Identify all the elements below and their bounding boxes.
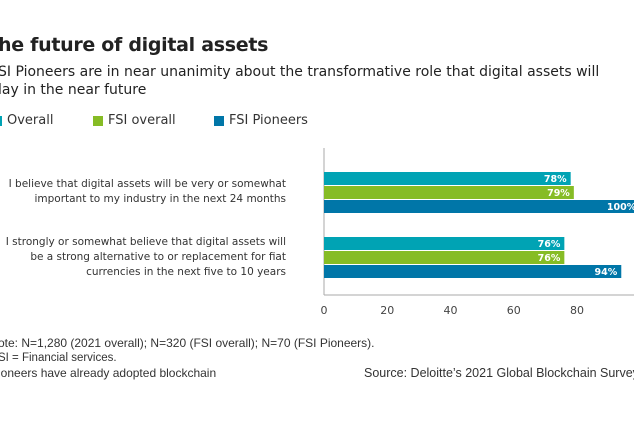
- category-label-line: be a strong alternative to or replacemen…: [30, 251, 286, 263]
- source-note: Source: Deloitte’s 2021 Global Blockchai…: [364, 366, 634, 380]
- chart-title: he future of digital assets: [0, 34, 269, 56]
- x-tick-label: 20: [380, 304, 394, 317]
- chart-subtitle-line-1: SI Pioneers are in near unanimity about …: [0, 64, 600, 80]
- category-label-line: I believe that digital assets will be ve…: [8, 178, 286, 190]
- x-tick-label: 40: [444, 304, 458, 317]
- bar-fsi-pioneers: [324, 265, 622, 278]
- category-label-2: I strongly or somewhat believe that digi…: [6, 235, 286, 280]
- bar-overall: [324, 237, 565, 250]
- x-tick-label: 0: [321, 304, 328, 317]
- data-label: 94%: [595, 267, 618, 278]
- bar-fsi-overall: [324, 251, 565, 264]
- note-line-3: ioneers have already adopted blockchain: [0, 366, 217, 380]
- category-label-line: I strongly or somewhat believe that digi…: [5, 236, 286, 248]
- bar-fsi-overall: [324, 186, 574, 199]
- legend-swatch: [214, 115, 224, 126]
- legend-label: FSI Pioneers: [229, 113, 308, 128]
- data-label: 78%: [544, 174, 567, 185]
- data-label: 76%: [538, 253, 561, 264]
- category-label-line: important to my industry in the next 24 …: [34, 193, 286, 205]
- legend-swatch: [0, 115, 2, 126]
- chart-subtitle-line-2: lay in the near future: [0, 82, 147, 98]
- legend-label: Overall: [7, 113, 54, 128]
- legend-swatch: [93, 115, 103, 126]
- bar-fsi-pioneers: [324, 200, 634, 213]
- data-label: 100%: [607, 202, 634, 213]
- data-label: 76%: [538, 239, 561, 250]
- bar-overall: [324, 172, 571, 185]
- note-line-2: SI = Financial services.: [0, 352, 117, 364]
- legend-item-fsi-pioneers: FSI Pioneers: [214, 113, 308, 128]
- x-tick-label: 80: [570, 304, 584, 317]
- category-label-line: currencies in the next five to 10 years: [86, 266, 286, 278]
- legend-item-fsi-overall: FSI overall: [93, 113, 176, 128]
- x-tick-label: 60: [507, 304, 521, 317]
- data-label: 79%: [547, 188, 570, 199]
- legend-item-overall: Overall: [0, 113, 53, 128]
- category-label-1: I believe that digital assets will be ve…: [9, 177, 286, 207]
- legend-label: FSI overall: [108, 113, 176, 128]
- note-line-1: ote: N=1,280 (2021 overall); N=320 (FSI …: [0, 336, 375, 350]
